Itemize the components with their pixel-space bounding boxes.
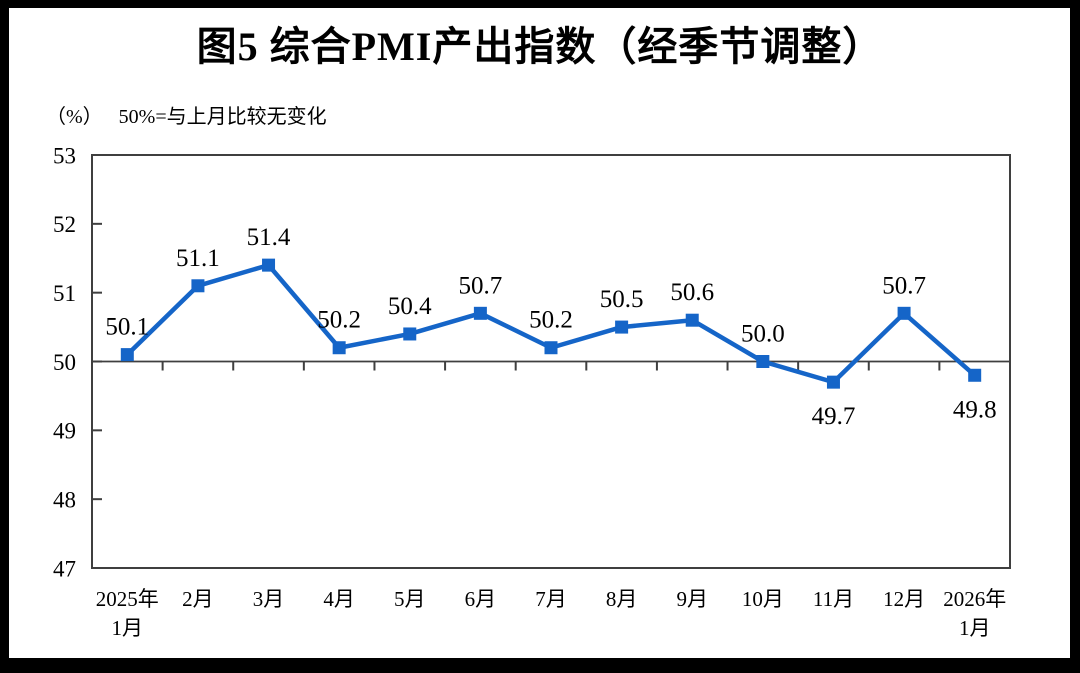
data-label: 51.4	[247, 224, 291, 251]
x-axis-label: 4月	[323, 587, 355, 611]
y-axis-label: 51	[53, 281, 76, 306]
data-point-marker	[756, 355, 770, 368]
data-point-marker	[473, 306, 487, 320]
x-axis-label: 8月	[606, 587, 638, 611]
x-axis-label: 2月	[182, 587, 214, 611]
x-axis-label: 10月	[742, 587, 784, 611]
data-point-marker	[120, 348, 134, 362]
data-point-marker	[968, 368, 982, 382]
x-axis-label: 5月	[394, 587, 426, 611]
y-axis-label: 50	[53, 350, 76, 375]
data-label: 50.5	[600, 286, 644, 313]
data-point-marker	[544, 341, 558, 355]
data-point-marker	[826, 375, 840, 389]
data-label: 50.0	[741, 321, 785, 348]
data-label: 50.7	[459, 272, 503, 299]
y-axis-label: 47	[53, 556, 76, 581]
data-label: 50.6	[670, 279, 714, 306]
data-point-marker	[897, 306, 911, 320]
x-axis-label: 11月	[813, 587, 854, 611]
data-point-marker	[685, 313, 699, 327]
data-label: 49.8	[953, 396, 997, 423]
data-point-marker	[615, 320, 629, 334]
chart-canvas	[9, 8, 1070, 658]
x-axis-label: 12月	[883, 587, 925, 611]
data-label: 50.4	[388, 293, 432, 320]
data-label: 50.1	[105, 314, 149, 341]
x-axis-label: 7月	[535, 587, 567, 611]
data-label: 49.7	[812, 403, 856, 430]
x-axis-label: 2026年 1月	[943, 587, 1006, 640]
data-label: 50.2	[317, 307, 361, 334]
x-axis-label: 3月	[253, 587, 285, 611]
y-axis-label: 48	[53, 487, 76, 512]
x-axis-label: 6月	[465, 587, 497, 611]
data-label: 50.7	[882, 272, 926, 299]
x-axis-label: 2025年 1月	[96, 587, 159, 640]
y-axis-label: 49	[53, 419, 76, 444]
y-axis-label: 52	[53, 212, 76, 237]
data-point-marker	[403, 327, 417, 341]
data-label: 51.1	[176, 245, 220, 272]
y-axis-label: 53	[53, 143, 76, 168]
unit-label: （%）	[46, 106, 103, 128]
data-label: 50.2	[529, 307, 573, 334]
data-point-marker	[191, 279, 205, 293]
data-point-marker	[262, 258, 276, 272]
data-point-marker	[332, 341, 346, 355]
x-axis-label: 9月	[676, 587, 708, 611]
chart-title: 图5 综合PMI产出指数（经季节调整）	[196, 24, 884, 69]
reference-note: 50%=与上月比较无变化	[118, 106, 327, 128]
chart-subtitle: （%） 50%=与上月比较无变化	[46, 100, 327, 129]
